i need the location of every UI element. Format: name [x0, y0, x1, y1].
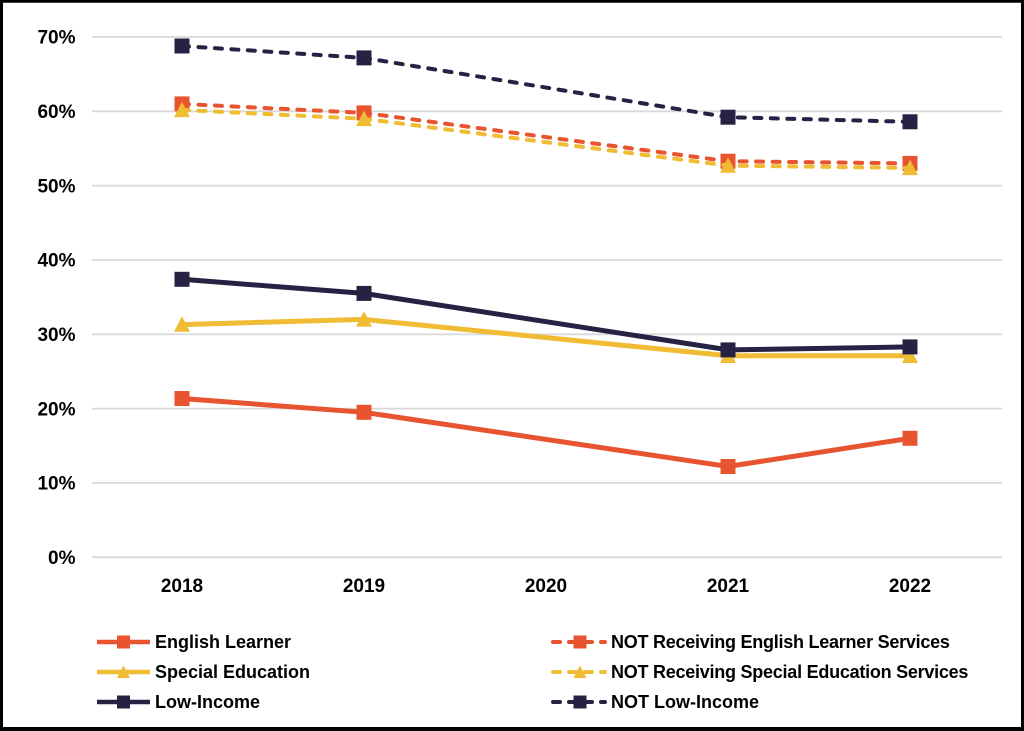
svg-text:2022: 2022: [889, 576, 931, 597]
svg-text:2020: 2020: [525, 576, 567, 597]
svg-text:NOT Receiving Special Educatio: NOT Receiving Special Education Services: [611, 662, 968, 682]
svg-text:2019: 2019: [343, 576, 385, 597]
svg-text:2021: 2021: [707, 576, 750, 597]
svg-text:60%: 60%: [37, 102, 75, 123]
svg-text:30%: 30%: [37, 325, 75, 346]
svg-text:20%: 20%: [37, 399, 75, 420]
svg-text:NOT Receiving English Learner: NOT Receiving English Learner Services: [611, 632, 950, 652]
svg-text:50%: 50%: [37, 176, 75, 197]
svg-text:NOT Low-Income: NOT Low-Income: [611, 692, 759, 712]
svg-text:40%: 40%: [37, 251, 75, 272]
svg-text:Low-Income: Low-Income: [155, 692, 260, 712]
svg-text:2018: 2018: [161, 576, 203, 597]
svg-text:0%: 0%: [48, 548, 76, 569]
svg-text:English Learner: English Learner: [155, 632, 291, 652]
svg-text:70%: 70%: [37, 28, 75, 49]
svg-text:Special Education: Special Education: [155, 662, 310, 682]
svg-text:10%: 10%: [37, 474, 75, 495]
